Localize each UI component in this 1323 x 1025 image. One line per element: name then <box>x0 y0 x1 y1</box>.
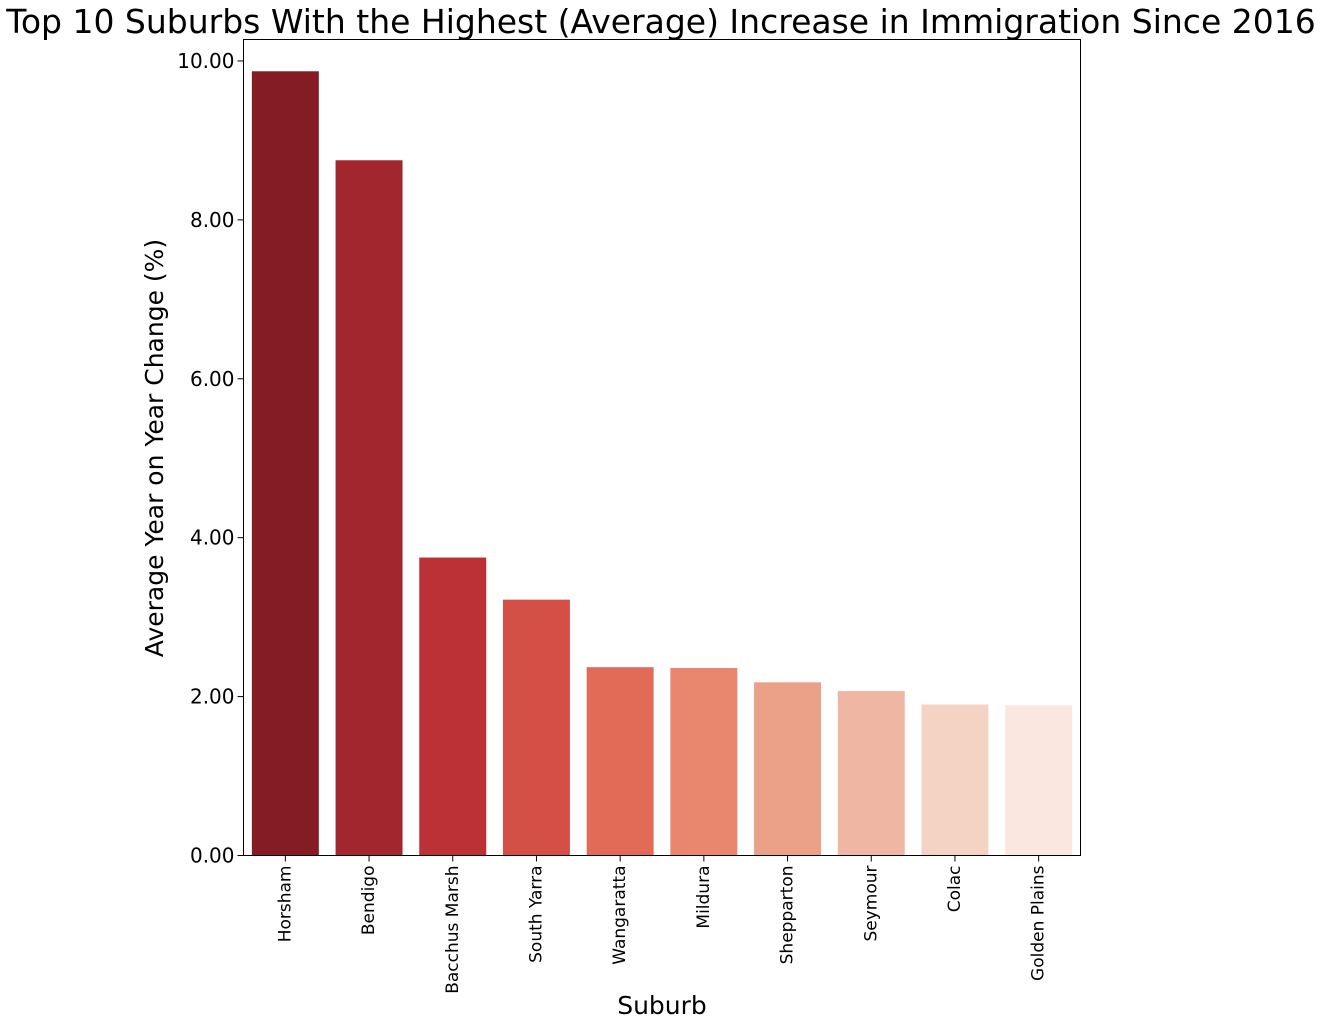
bar-bacchus-marsh <box>419 557 487 856</box>
bar-horsham <box>251 71 319 856</box>
plot-frame <box>243 39 1081 856</box>
y-tick-label: 2.00 <box>190 685 235 709</box>
y-axis-ticks: 0.00 2.00 4.00 6.00 8.00 10.00 <box>177 49 244 868</box>
chart-title: Top 10 Suburbs With the Highest (Average… <box>5 2 1315 41</box>
x-tick-label: Seymour <box>861 866 881 942</box>
x-tick-label: Horsham <box>275 866 295 943</box>
bar-bendigo <box>335 160 403 856</box>
y-tick-label: 4.00 <box>190 526 235 550</box>
bar-mildura <box>670 667 738 856</box>
bar-shepparton <box>754 682 822 856</box>
x-tick-label: South Yarra <box>526 866 546 963</box>
bar-wangaratta <box>586 667 654 856</box>
bars <box>251 71 1073 856</box>
y-tick-label: 6.00 <box>190 367 235 391</box>
x-tick-label: Wangaratta <box>610 866 630 965</box>
y-tick-label: 10.00 <box>177 49 234 73</box>
bar-colac <box>921 704 989 856</box>
y-tick-label: 8.00 <box>190 208 235 232</box>
bar-seymour <box>837 691 905 856</box>
x-axis-ticks: Horsham Bendigo Bacchus Marsh South Yarra Wa… <box>275 855 1049 994</box>
x-tick-label: Bendigo <box>359 866 379 936</box>
y-axis-label: Average Year on Year Change (%) <box>140 239 169 657</box>
bar-golden-plains <box>1005 705 1073 856</box>
x-tick-label: Golden Plains <box>1029 865 1049 981</box>
x-tick-label: Colac <box>945 866 965 913</box>
x-tick-label: Shepparton <box>778 866 798 965</box>
x-tick-label: Mildura <box>694 866 714 929</box>
bar-south-yarra <box>502 599 570 856</box>
x-tick-label: Bacchus Marsh <box>443 866 463 994</box>
y-tick-label: 0.00 <box>190 844 235 868</box>
x-axis-label: Suburb <box>617 991 707 1020</box>
